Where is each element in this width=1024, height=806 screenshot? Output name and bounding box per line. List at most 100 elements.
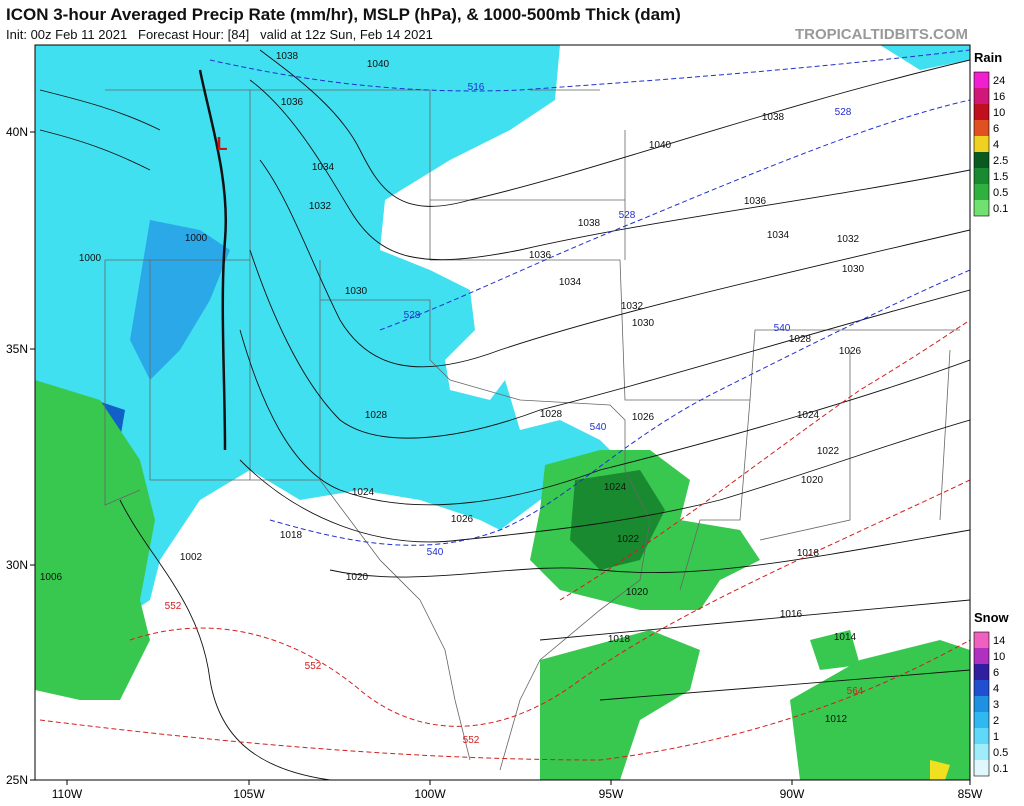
legend-swatch [974,72,989,88]
legend-swatch [974,712,989,728]
border [105,89,960,401]
isobar [259,49,970,207]
isobar-label: 1034 [559,277,582,288]
isobar-label: 1034 [767,230,790,241]
isobar-label: 1022 [617,534,640,545]
isobar-label: 1036 [281,97,304,108]
isobar-label: 1000 [185,233,208,244]
thickness-label: 516 [468,82,485,93]
isobar [239,419,970,543]
thickness-label: 528 [619,210,636,221]
border [104,90,251,506]
isobar [119,499,331,780]
legend-label: 0.1 [993,763,1008,775]
isobar-label: 1040 [649,140,672,151]
watermark: TROPICALTIDBITS.COM [795,26,968,43]
legend-frame [973,631,990,777]
snow-area [880,45,970,70]
thickness-label: 552 [165,601,182,612]
rain-area [810,630,860,670]
lat-label: 30N [6,558,28,572]
legend-swatch [974,760,989,776]
thickness-line [209,49,970,92]
lon-label: 90W [780,787,805,801]
isobar-label: 1024 [352,487,375,498]
isobar-label: 1032 [309,201,332,212]
state-borders [104,89,960,771]
border [149,260,651,771]
contour-labels: 1038 1040 1036 1034 1032 1030 1028 1026 1024 1024… [40,51,865,746]
legend-swatch [974,744,989,760]
legend-swatch [974,120,989,136]
legend-label: 2.5 [993,155,1008,167]
legend-swatch [974,632,989,648]
isobar-label: 1020 [346,572,369,583]
legend: Rain 24 16 10 6 4 2.5 1.5 0.5 0.1 Snow 14 10 6 4 3 2 1 0.5… [973,50,1010,777]
isobar-label: 1000 [79,253,102,264]
isobar-cluster [198,69,227,451]
legend-title: Snow [974,610,1010,625]
map-area: 1038 1040 1036 1034 1032 1030 1028 1026 1024 1024… [34,44,971,781]
legend-label: 24 [993,75,1005,87]
isobar-label: 1024 [604,482,627,493]
lon-label: 95W [599,787,624,801]
thickness-label: 564 [847,686,864,697]
title: ICON 3-hour Averaged Precip Rate (mm/hr)… [6,5,681,24]
map-frame [34,44,971,781]
isobar-label: 1020 [626,587,649,598]
legend-swatch [974,136,989,152]
legend-label: 6 [993,667,999,679]
isobar-label: 1024 [797,410,820,421]
isobar-label: 1030 [842,264,865,275]
isobar-label: 1036 [744,196,767,207]
isobar-label: 1032 [837,234,860,245]
isobar-label: 1002 [180,552,203,563]
low-marker: L [217,134,228,154]
thickness-line [39,639,970,761]
isobar-label: 1026 [839,346,862,357]
isobar-label: 1028 [540,409,563,420]
legend-swatch [974,168,989,184]
isobar [329,529,970,578]
thickness-line [379,99,970,331]
legend-label: 3 [993,699,999,711]
legend-swatch [974,184,989,200]
isobar-label: 1038 [578,218,601,229]
thickness-label: 552 [463,735,480,746]
legend-label: 4 [993,139,999,151]
axes: 110W 105W 100W 95W 90W 85W 40N 35N 30N 25N [6,125,983,801]
isobar-label: 1040 [367,59,390,70]
thickness-label: 540 [774,323,791,334]
isobar-label: 1030 [345,286,368,297]
isobar-label: 1028 [365,410,388,421]
isobar-label: 1034 [312,162,335,173]
rain-area [790,640,970,780]
isobar-label: 1014 [834,632,857,643]
isobar [39,89,161,171]
isobar [599,669,970,701]
isobar [249,79,970,261]
legend-swatch [974,152,989,168]
legend-swatch [974,88,989,104]
lat-label: 35N [6,342,28,356]
border [249,89,951,591]
river [319,479,471,761]
subtitle: Init: 00z Feb 11 2021 Forecast Hour: [84… [6,27,433,42]
legend-swatch [974,680,989,696]
thickness-label: 528 [835,107,852,118]
legend-swatch [974,200,989,216]
legend-swatch [974,648,989,664]
isobar-label: 1026 [632,412,655,423]
thickness-label: 540 [590,422,607,433]
legend-label: 0.1 [993,203,1008,215]
legend-label: 0.5 [993,747,1008,759]
isobar-label: 1006 [40,572,63,583]
legend-label: 10 [993,107,1005,119]
legend-swatch [974,696,989,712]
thickness-label: 552 [305,661,322,672]
lat-label: 40N [6,125,28,139]
thickness-label: 528 [404,310,421,321]
lon-label: 110W [52,787,83,801]
isobar [259,159,970,368]
